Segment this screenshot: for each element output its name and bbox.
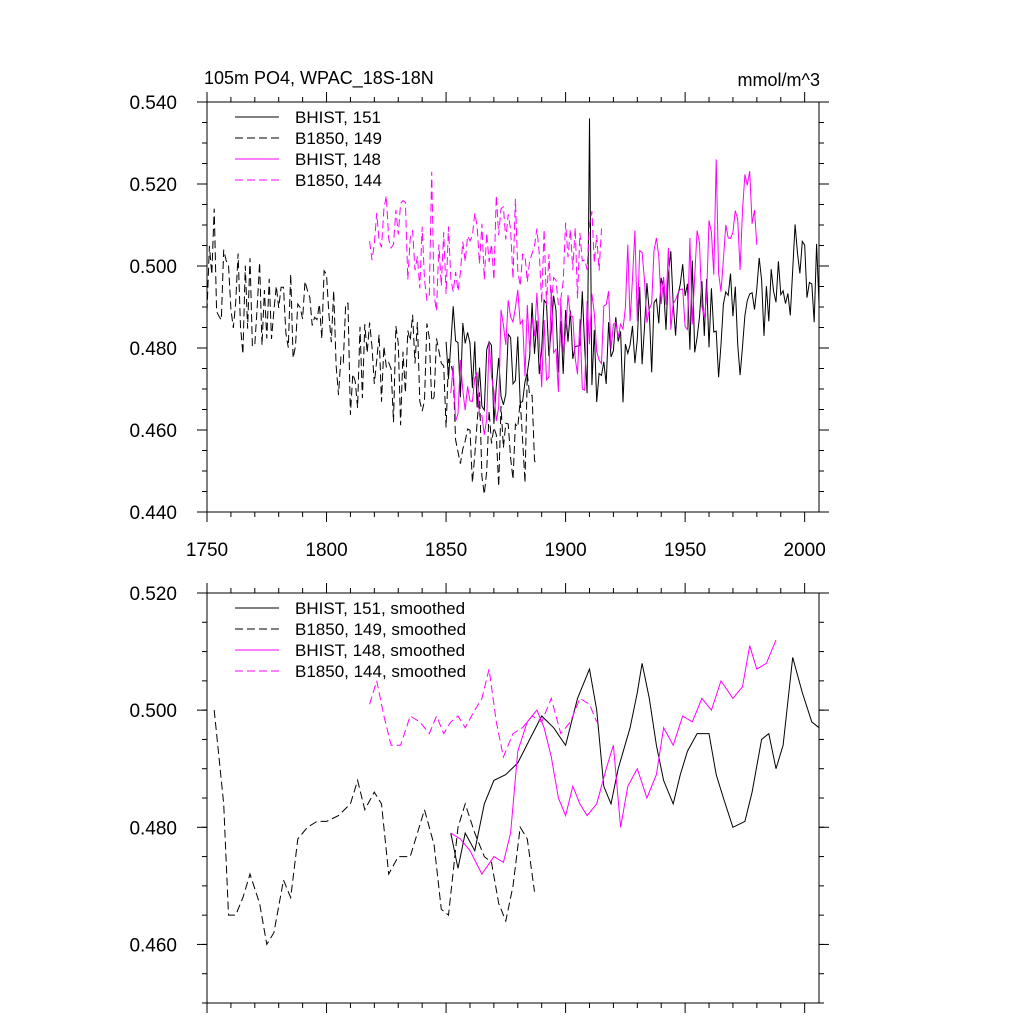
y-tick-label: 0.500 xyxy=(129,701,177,722)
y-tick-label: 0.480 xyxy=(129,339,177,360)
legend-label: BHIST, 148, smoothed xyxy=(295,641,465,660)
y-tick-label: 0.540 xyxy=(129,93,177,114)
series-line-2 xyxy=(213,710,535,946)
legend-label: B1850, 144, smoothed xyxy=(295,662,466,681)
legend-label: BHIST, 151, smoothed xyxy=(295,599,465,618)
y-tick-label: 0.460 xyxy=(129,935,177,956)
series-line-3 xyxy=(450,159,758,435)
x-tick-label: 1850 xyxy=(425,540,467,561)
x-tick-label: 1900 xyxy=(544,540,586,561)
y-tick-label: 0.520 xyxy=(129,175,177,196)
series-line-1 xyxy=(450,657,819,869)
series-line-2 xyxy=(207,208,538,495)
top-panel: 105m PO4, WPAC_18S-18N mmol/m^3 1750 1800… xyxy=(129,68,829,561)
legend-label: B1850, 149, smoothed xyxy=(295,620,466,639)
y-tick-label: 0.440 xyxy=(129,503,177,524)
legend-label: B1850, 149 xyxy=(295,129,382,148)
series-line-1 xyxy=(445,118,819,424)
legend-label: B1850, 144 xyxy=(295,171,382,190)
y-tick-label: 0.520 xyxy=(129,584,177,605)
legend-label: BHIST, 151 xyxy=(295,108,381,127)
series-line-4 xyxy=(369,171,602,311)
x-tick-label: 1750 xyxy=(186,540,228,561)
y-tick-label: 0.480 xyxy=(129,818,177,839)
legend-label: BHIST, 148 xyxy=(295,150,381,169)
top-panel-units: mmol/m^3 xyxy=(738,70,820,90)
y-tick-label: 0.460 xyxy=(129,421,177,442)
y-tick-label: 0.500 xyxy=(129,257,177,278)
x-tick-label: 1950 xyxy=(664,540,706,561)
x-tick-label: 1800 xyxy=(305,540,347,561)
series-line-4 xyxy=(369,668,598,759)
series-line-3 xyxy=(450,639,777,876)
bottom-panel: 0.460 0.480 0.500 0.520 BHIST, 151, smoothed… xyxy=(129,583,829,1013)
x-tick-label: 2000 xyxy=(784,540,826,561)
top-panel-title: 105m PO4, WPAC_18S-18N xyxy=(204,68,434,89)
